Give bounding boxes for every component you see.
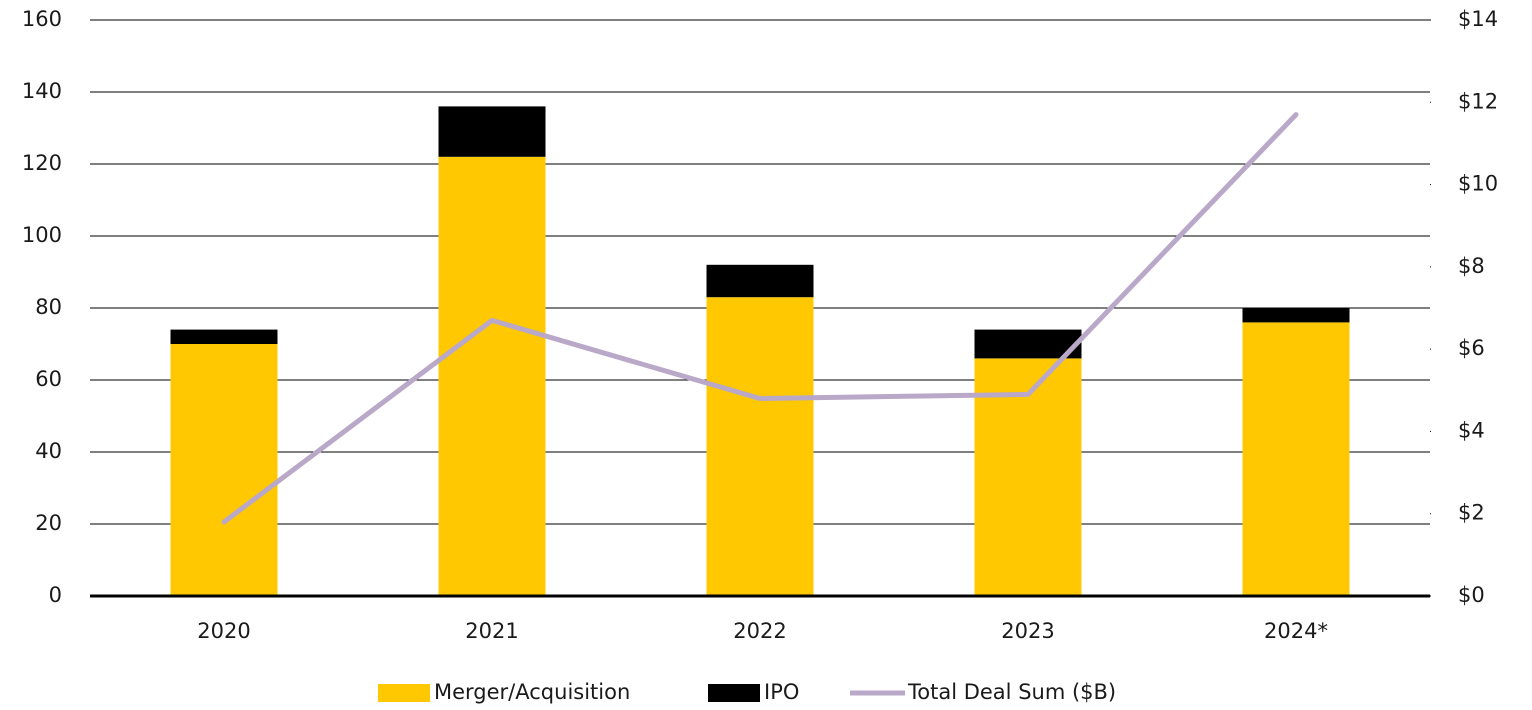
y-tick-label: 40	[35, 439, 62, 463]
y2-tick-label: $4	[1458, 418, 1485, 442]
y-tick-label: 140	[22, 79, 62, 103]
legend-label: Total Deal Sum ($B)	[907, 680, 1116, 704]
legend-swatch	[708, 684, 760, 702]
y2-tick-label: $14	[1458, 7, 1498, 31]
bar-segment	[170, 329, 278, 344]
x-tick-label: 2023	[1001, 619, 1054, 643]
y-tick-label: 0	[49, 583, 62, 607]
y-tick-label: 160	[22, 7, 62, 31]
y-tick-label: 20	[35, 511, 62, 535]
y2-tick-label: $0	[1458, 583, 1485, 607]
y2-tick-label: $2	[1458, 501, 1485, 525]
x-tick-label: 2024*	[1264, 619, 1328, 643]
y2-tick-label: $8	[1458, 254, 1485, 278]
y2-tick-label: $10	[1458, 172, 1498, 196]
legend-swatch	[378, 684, 430, 702]
y-tick-label: 60	[35, 367, 62, 391]
y2-tick-label: $12	[1458, 89, 1498, 113]
bar-segment	[170, 344, 278, 596]
x-tick-label: 2020	[197, 619, 250, 643]
x-tick-label: 2022	[733, 619, 786, 643]
bar-segment	[1242, 308, 1350, 323]
y-tick-label: 80	[35, 295, 62, 319]
legend-label: Merger/Acquisition	[434, 680, 630, 704]
y-tick-label: 120	[22, 151, 62, 175]
bar-segment	[1242, 322, 1350, 596]
bar-segment	[438, 156, 546, 597]
y-tick-label: 100	[22, 223, 62, 247]
line-series	[221, 112, 1299, 525]
y2-tick-label: $6	[1458, 336, 1485, 360]
legend-label: IPO	[764, 680, 799, 704]
bar-segment	[706, 264, 814, 298]
bar-segment	[438, 106, 546, 157]
bar-segment	[974, 358, 1082, 596]
bar-segment	[706, 297, 814, 596]
x-tick-label: 2021	[465, 619, 518, 643]
